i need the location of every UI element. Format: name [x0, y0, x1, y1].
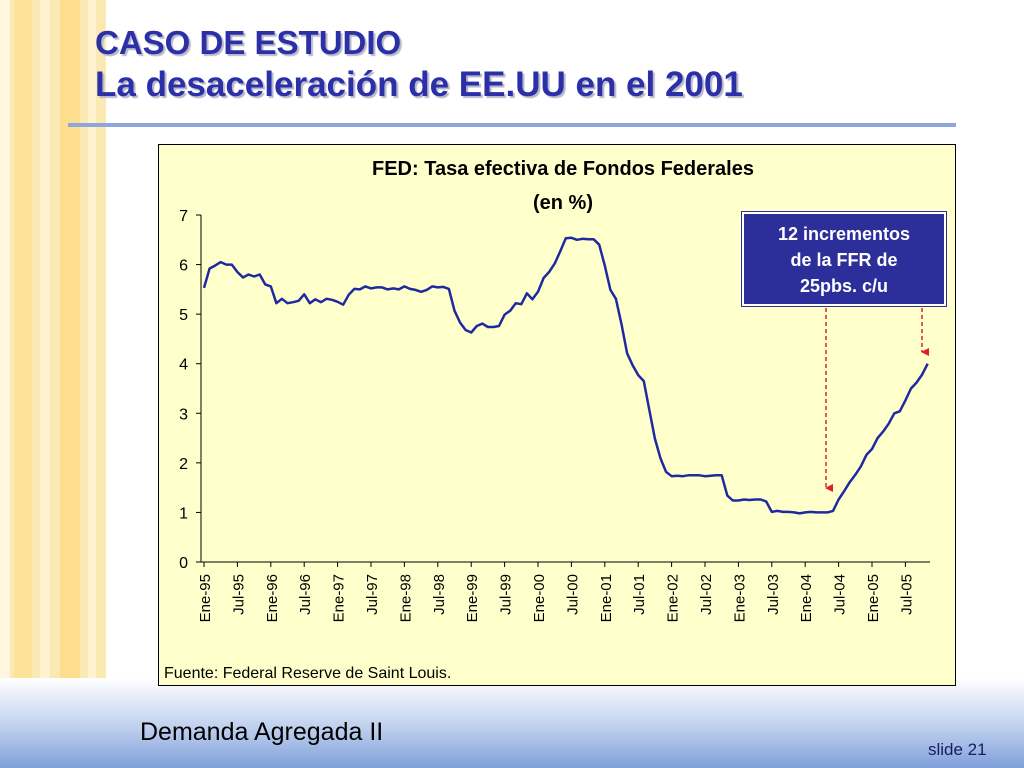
x-tick-label: Jul-98 [431, 574, 448, 615]
x-tick-label: Jul-00 [564, 574, 581, 615]
x-tick-label: Jul-04 [832, 574, 849, 615]
x-tick-label: Jul-96 [297, 574, 314, 615]
chart-source-note: Fuente: Federal Reserve de Saint Louis. [164, 665, 451, 682]
x-tick-label: Jul-03 [765, 574, 782, 615]
decorative-stripes [0, 0, 106, 768]
slide-title-line2: La desaceleración de EE.UU en el 2001 [95, 65, 743, 104]
callout-line3: 25pbs. c/u [799, 276, 889, 296]
x-tick-label: Jul-05 [898, 574, 915, 615]
callout-line2: de la FFR de [790, 250, 898, 270]
y-tick-label: 7 [179, 208, 188, 225]
x-tick-label: Ene-05 [865, 574, 882, 622]
y-tick-label: 4 [179, 357, 188, 374]
y-tick-label: 1 [179, 505, 188, 522]
x-tick-label: Jul-95 [230, 574, 247, 615]
x-tick-label: Jul-02 [698, 574, 715, 615]
ffr-series-line [202, 236, 929, 515]
x-tick-label: Ene-02 [665, 574, 682, 622]
chart-series [202, 236, 929, 515]
chart-title: FED: Tasa efectiva de Fondos Federales [372, 158, 754, 180]
x-tick-label: Jul-97 [364, 574, 381, 615]
title-underline [68, 123, 956, 127]
x-tick-label: Ene-96 [264, 574, 281, 622]
chart-axes: 0 1 2 3 4 5 6 7 Ene-95 Jul-95 Ene-96 Jul-96 Ene-97 Ju… [179, 208, 930, 622]
callout-line1: 12 incrementos [777, 224, 911, 244]
y-tick-label: 6 [179, 258, 188, 275]
slide-number: slide 21 [928, 740, 987, 759]
x-tick-label: Ene-00 [531, 574, 548, 622]
y-tick-label: 0 [179, 555, 188, 572]
x-tick-label: Ene-95 [197, 574, 214, 622]
x-tick-label: Jul-01 [631, 574, 648, 615]
x-tick-label: Ene-99 [464, 574, 481, 622]
footer-title: Demanda Agregada II [140, 718, 384, 746]
slide-title-line1: CASO DE ESTUDIO [95, 24, 402, 61]
annotation-arrows [825, 308, 929, 492]
slide-title: CASO DE ESTUDIO La desaceleración de EE.… [95, 22, 743, 106]
rate-increase-callout: 12 incrementos de la FFR de 25pbs. c/u [742, 212, 946, 306]
x-tick-label: Jul-99 [498, 574, 515, 615]
bottom-gradient-band [0, 678, 1024, 768]
x-tick-label: Ene-01 [598, 574, 615, 622]
x-tick-label: Ene-04 [798, 574, 815, 622]
y-tick-label: 5 [179, 307, 188, 324]
y-tick-label: 2 [179, 456, 188, 473]
chart-subtitle: (en %) [533, 192, 593, 214]
x-tick-label: Ene-98 [397, 574, 414, 622]
x-tick-label: Ene-97 [331, 574, 348, 622]
y-tick-label: 3 [179, 406, 188, 423]
x-tick-label: Ene-03 [731, 574, 748, 622]
